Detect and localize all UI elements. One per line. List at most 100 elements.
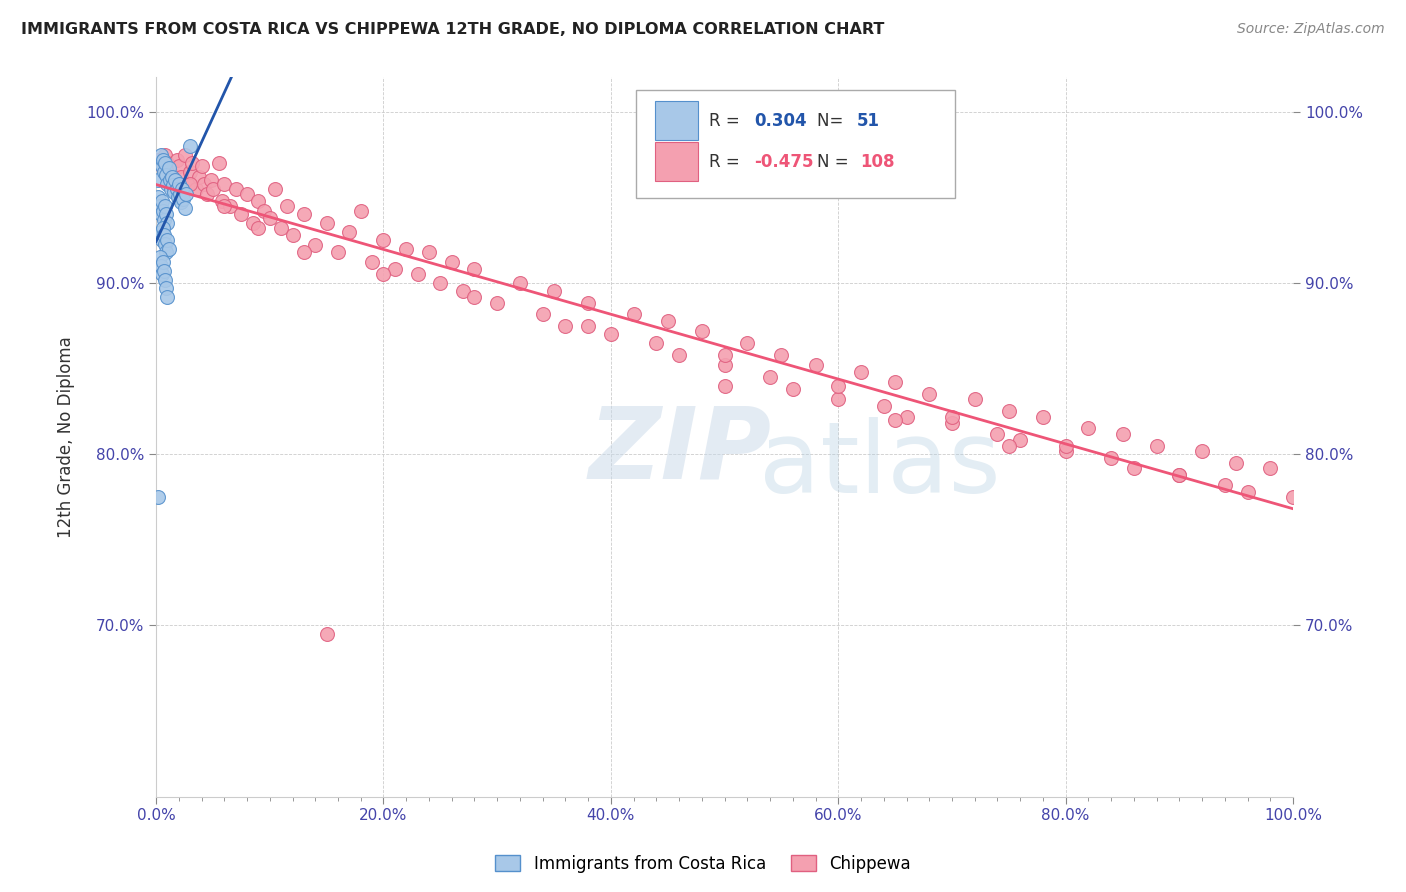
Point <box>153 156 176 170</box>
Text: 0.304: 0.304 <box>754 112 807 129</box>
Point <box>623 307 645 321</box>
Point <box>162 173 184 187</box>
Point <box>150 160 173 174</box>
Point <box>1168 467 1191 482</box>
FancyBboxPatch shape <box>655 142 699 181</box>
Point <box>451 285 474 299</box>
Text: R =: R = <box>709 153 745 170</box>
Point <box>264 182 287 196</box>
Point <box>713 358 735 372</box>
Point <box>155 168 177 182</box>
Point <box>152 221 174 235</box>
Point <box>350 204 373 219</box>
Point <box>292 245 315 260</box>
Point <box>509 276 531 290</box>
Point <box>167 160 190 174</box>
Text: IMMIGRANTS FROM COSTA RICA VS CHIPPEWA 12TH GRADE, NO DIPLOMA CORRELATION CHART: IMMIGRANTS FROM COSTA RICA VS CHIPPEWA 1… <box>21 22 884 37</box>
Point <box>153 212 176 227</box>
Point <box>1054 439 1077 453</box>
Text: R =: R = <box>709 112 745 129</box>
Point <box>242 216 264 230</box>
Point <box>170 169 193 184</box>
FancyBboxPatch shape <box>636 90 956 198</box>
Text: 51: 51 <box>856 112 880 129</box>
Y-axis label: 12th Grade, No Diploma: 12th Grade, No Diploma <box>58 336 75 538</box>
Point <box>373 268 395 282</box>
Point <box>1236 484 1258 499</box>
Point <box>657 313 679 327</box>
Point <box>155 207 177 221</box>
Point <box>148 173 170 187</box>
Point <box>167 177 190 191</box>
Point <box>884 376 907 390</box>
Point <box>1225 456 1247 470</box>
Point <box>148 156 170 170</box>
Point <box>554 318 576 333</box>
Point <box>152 153 174 167</box>
Point <box>998 404 1021 418</box>
Point <box>1213 478 1236 492</box>
Point <box>247 221 270 235</box>
Point <box>170 195 193 210</box>
Point <box>1122 461 1144 475</box>
Point <box>174 186 197 201</box>
Point <box>225 182 247 196</box>
Point <box>782 382 804 396</box>
Point <box>153 227 176 242</box>
Point <box>162 178 184 193</box>
Point <box>849 365 872 379</box>
Point <box>149 225 172 239</box>
Point <box>179 164 201 178</box>
Point <box>179 139 201 153</box>
Point <box>361 255 384 269</box>
Point <box>166 182 188 196</box>
Point <box>827 378 849 392</box>
FancyBboxPatch shape <box>655 101 699 140</box>
Point <box>918 387 941 401</box>
Point <box>149 147 172 161</box>
Point <box>149 259 172 273</box>
Point <box>690 324 713 338</box>
Text: ZIP: ZIP <box>588 403 770 500</box>
Text: N =: N = <box>817 153 848 170</box>
Point <box>599 327 621 342</box>
Point <box>184 182 207 196</box>
Point <box>531 307 554 321</box>
Point <box>276 199 298 213</box>
Point <box>998 439 1021 453</box>
Point <box>159 164 181 178</box>
Point <box>395 242 418 256</box>
Point <box>315 216 337 230</box>
Point <box>148 199 170 213</box>
Point <box>873 399 896 413</box>
Point <box>543 285 565 299</box>
Point <box>304 238 326 252</box>
Point <box>152 255 174 269</box>
Point <box>236 186 259 201</box>
Point <box>1032 409 1054 424</box>
Point <box>153 199 176 213</box>
Point <box>166 153 188 167</box>
Point <box>152 204 174 219</box>
Point <box>896 409 918 424</box>
Point <box>156 177 179 191</box>
Point <box>166 190 188 204</box>
Point <box>759 370 782 384</box>
Point <box>1168 467 1191 482</box>
Point <box>165 173 187 187</box>
Point <box>463 262 485 277</box>
Point <box>157 242 180 256</box>
Point <box>156 216 179 230</box>
Point <box>884 413 907 427</box>
Point <box>153 147 176 161</box>
Point <box>148 153 170 167</box>
Point <box>153 272 176 286</box>
Point <box>156 290 179 304</box>
Point <box>1282 490 1305 504</box>
Point <box>173 201 195 215</box>
Point <box>1010 434 1032 448</box>
Point <box>193 177 215 191</box>
Point <box>486 296 509 310</box>
Point <box>576 296 599 310</box>
Point <box>941 409 963 424</box>
